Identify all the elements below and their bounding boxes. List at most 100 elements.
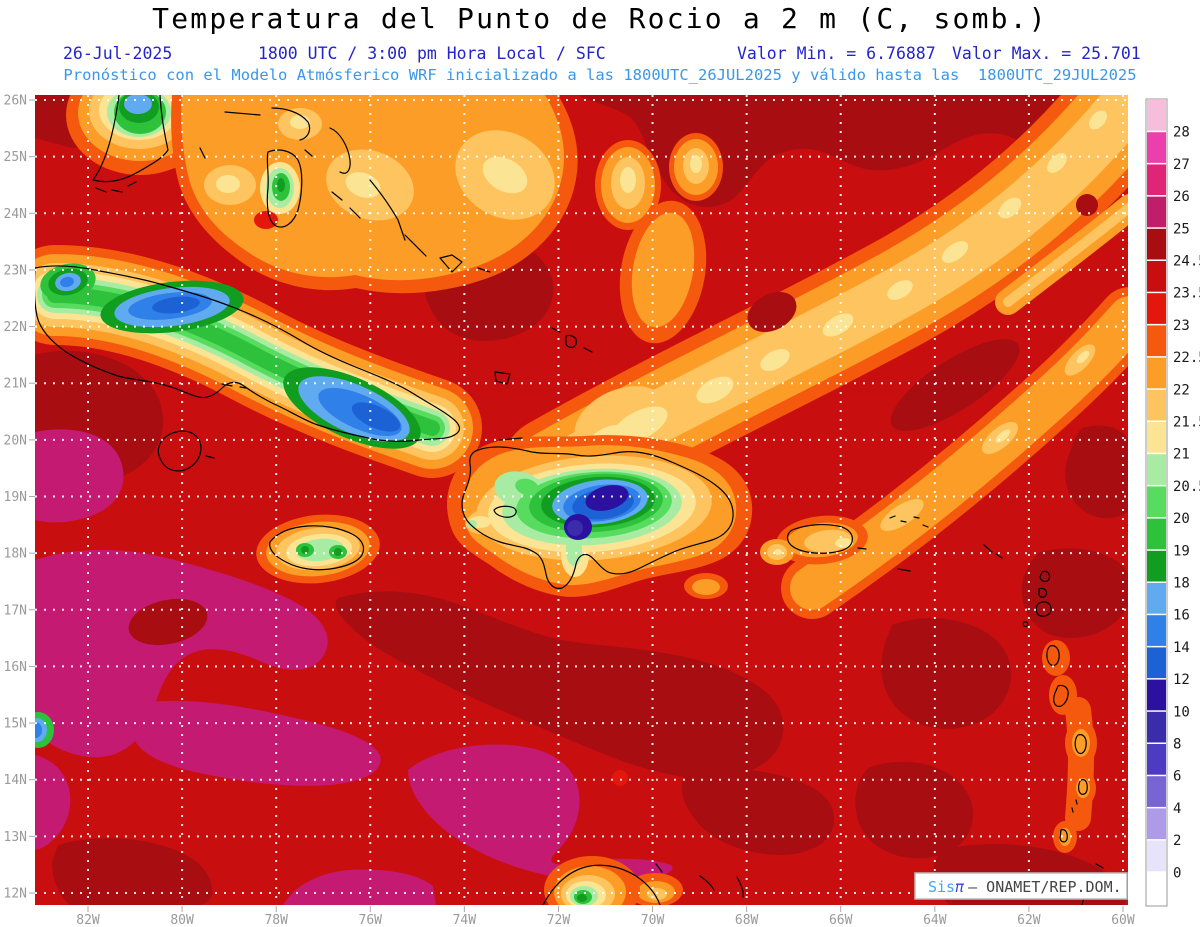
coastline-bahamas [199,107,491,273]
colorbar-swatch [1147,293,1166,324]
lat-label: 15N [4,717,27,732]
field-hispaniola-system [447,435,753,597]
colorbar-swatch [1147,840,1166,872]
lon-label: 76W [359,913,383,927]
coastline-abc-islands [655,863,744,898]
colorbar-label: 28 [1173,125,1190,141]
lat-label: 14N [4,773,27,788]
colorbar-label: 10 [1173,704,1190,720]
coastline-jamaica [269,525,365,571]
map-field: Sisπ – ONAMET/REP.DOM. [35,95,1128,905]
field-south-spots [35,712,683,905]
coastline-virgin-islands [889,515,929,572]
colorbar-swatch [1147,808,1166,840]
colorbar-label: 2 [1173,833,1181,849]
colorbar-swatch [1147,325,1166,357]
field-saharan-dry-bands [500,95,1128,619]
colorbar-label: 23.5 [1173,286,1200,302]
colorbar-swatch [1147,583,1166,614]
colorbar-swatch [1147,647,1166,679]
colorbar-label: 24.5 [1173,254,1200,270]
field-dark-red-patches [35,95,1128,905]
lat-label: 22N [4,320,27,335]
colorbar-swatch [1147,615,1166,646]
coastlines [35,95,1125,905]
colorbar-label: 14 [1173,640,1190,656]
lon-label: 82W [76,913,100,927]
watermark-org: – ONAMET/REP.DOM. [968,878,1122,896]
lon-label: 60W [1111,913,1135,927]
lat-label: 20N [4,433,27,448]
lat-label: 18N [4,547,27,562]
colorbar-swatch [1147,679,1166,711]
lat-label: 24N [4,207,27,222]
colorbar-label: 20 [1173,511,1190,527]
lon-label: 70W [641,913,665,927]
page-title: Temperatura del Punto de Rocio a 2 m (C,… [152,2,1048,35]
colorbar-label: 26 [1173,189,1190,205]
forecast-line: Pronóstico con el Modelo Atmósferico WRF… [63,66,1137,84]
valid-time: 1800 UTC / 3:00 pm Hora Local / SFC [258,44,606,63]
lat-label: 12N [4,887,27,902]
lat-label: 13N [4,830,27,845]
coastline-cuba [35,265,461,442]
lon-axis: 82W 80W 78W 76W 74W 72W 70W 68W 66W 64W 62W 60W [76,906,1135,927]
coastline-lesser-antilles [983,544,1088,843]
coastline-hispaniola [461,446,734,589]
lon-label: 68W [735,913,759,927]
colorbar-swatch [1147,422,1166,453]
colorbar-label: 18 [1173,576,1190,592]
colorbar-swatch [1147,100,1166,131]
colorbar-label: 21 [1173,447,1190,463]
colorbar-swatch [1147,454,1166,485]
coastline-florida [92,95,169,183]
colorbar-label: 0 [1173,865,1181,881]
colorbar-label: 21.5 [1173,415,1200,431]
lat-label: 25N [4,150,27,165]
colorbar-label: 27 [1173,157,1190,173]
field-cuba-system [35,245,482,478]
lon-label: 72W [547,913,571,927]
watermark-pi-symbol: π [955,878,964,896]
field-jamaica-system [256,514,380,584]
colorbar-label: 22.5 [1173,350,1200,366]
colorbar-label: 12 [1173,672,1190,688]
colorbar-swatch [1147,132,1166,163]
lat-axis: 26N 25N 24N 23N 22N 21N 20N 19N 18N 17N 16N 15N 14N 1… [4,94,35,902]
colorbar-label: 22 [1173,382,1190,398]
lon-label: 74W [453,913,477,927]
colorbar-swatch [1147,711,1166,743]
value-min: Valor Min. = 6.76887 [737,44,936,63]
colorbar-label: 4 [1173,801,1181,817]
colorbar-label: 16 [1173,608,1190,624]
lon-label: 80W [170,913,194,927]
lat-label: 17N [4,603,27,618]
lat-label: 23N [4,263,27,278]
value-max: Valor Max. = 25.701 [952,44,1141,63]
colorbar-label: 8 [1173,737,1181,753]
lon-label: 62W [1017,913,1041,927]
watermark: Sisπ – ONAMET/REP.DOM. [914,872,1128,900]
field-bahamas-dry-mass [171,95,578,294]
watermark-box [914,872,1128,900]
colorbar-swatch [1147,550,1166,582]
colorbar-swatch [1147,228,1166,260]
colorbar-swatch [1147,357,1166,389]
colorbar-label: 6 [1173,769,1181,785]
coastline-puerto-rico [786,524,867,554]
run-date: 26-Jul-2025 [63,44,173,63]
colorbar-label: 19 [1173,543,1190,559]
coastline-turks-caicos [494,327,593,385]
lon-label: 64W [923,913,947,927]
colorbar-swatch [1147,164,1166,196]
colorbar-swatch [1147,486,1166,518]
colorbar-swatch [1147,196,1166,228]
watermark-text: Sisπ – ONAMET/REP.DOM. [928,878,1122,896]
colorbar-label: 23 [1173,318,1190,334]
coastline-isla-juventud [157,383,247,472]
lat-label: 19N [4,490,27,505]
lat-label: 26N [4,94,27,109]
colorbar-legend: 2827262524.523.52322.52221.52120.5201918… [1145,98,1200,907]
